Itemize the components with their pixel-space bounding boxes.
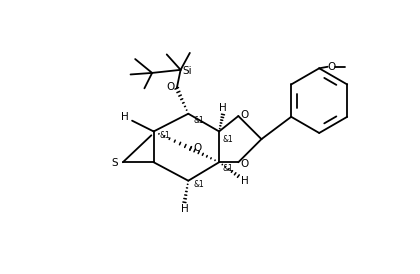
Text: S: S: [112, 158, 118, 168]
Text: O: O: [194, 143, 202, 153]
Text: O: O: [166, 82, 175, 92]
Text: O: O: [328, 62, 336, 72]
Text: O: O: [240, 110, 249, 119]
Text: &1: &1: [194, 180, 205, 189]
Text: H: H: [241, 176, 248, 186]
Text: H: H: [181, 204, 188, 214]
Text: &1: &1: [159, 131, 170, 140]
Text: Si: Si: [182, 65, 192, 76]
Text: H: H: [219, 103, 227, 113]
Text: H: H: [121, 112, 129, 122]
Text: O: O: [240, 159, 249, 169]
Text: &1: &1: [223, 164, 234, 173]
Text: &1: &1: [223, 135, 234, 144]
Text: &1: &1: [194, 116, 205, 125]
